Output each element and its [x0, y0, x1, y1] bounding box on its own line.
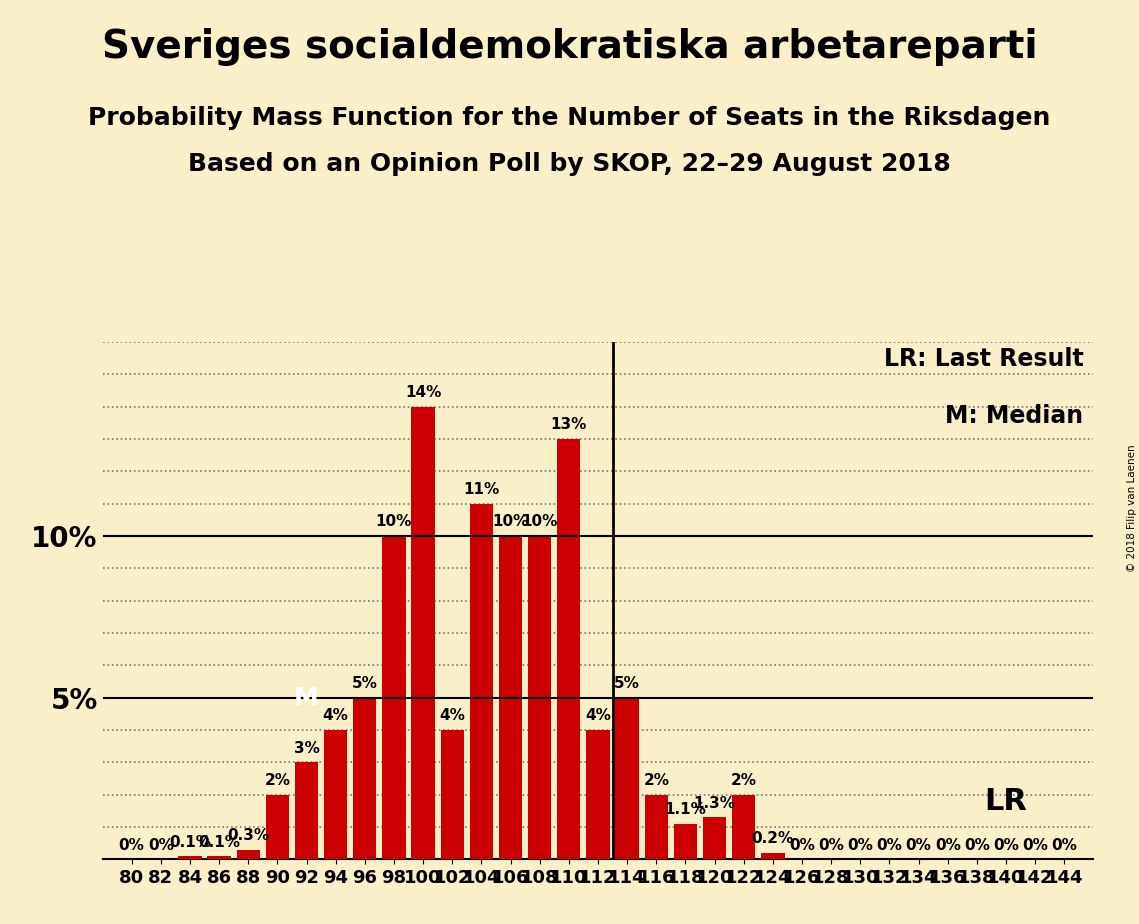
Text: 11%: 11%: [464, 482, 500, 497]
Text: 0%: 0%: [877, 838, 902, 853]
Text: 0%: 0%: [964, 838, 990, 853]
Text: 4%: 4%: [440, 709, 465, 723]
Text: 4%: 4%: [585, 709, 611, 723]
Text: 13%: 13%: [550, 418, 587, 432]
Text: 4%: 4%: [322, 709, 349, 723]
Bar: [295, 762, 318, 859]
Bar: [674, 824, 697, 859]
Text: M: M: [294, 686, 319, 710]
Bar: [469, 504, 493, 859]
Text: 0%: 0%: [906, 838, 932, 853]
Bar: [179, 856, 202, 859]
Text: LR: LR: [984, 786, 1027, 816]
Bar: [411, 407, 435, 859]
Bar: [557, 439, 581, 859]
Text: 2%: 2%: [731, 773, 756, 788]
Text: 2%: 2%: [644, 773, 670, 788]
Text: 14%: 14%: [405, 385, 441, 400]
Bar: [237, 850, 260, 859]
Text: 0%: 0%: [118, 838, 145, 853]
Bar: [441, 730, 464, 859]
Text: 10%: 10%: [492, 515, 528, 529]
Text: Based on an Opinion Poll by SKOP, 22–29 August 2018: Based on an Opinion Poll by SKOP, 22–29 …: [188, 152, 951, 176]
Bar: [499, 536, 522, 859]
Text: 0%: 0%: [148, 838, 174, 853]
Text: Sveriges socialdemokratiska arbetareparti: Sveriges socialdemokratiska arbetarepart…: [101, 28, 1038, 66]
Text: 1.3%: 1.3%: [694, 796, 736, 811]
Text: 0%: 0%: [993, 838, 1019, 853]
Text: 3%: 3%: [294, 741, 319, 756]
Bar: [703, 817, 727, 859]
Text: LR: Last Result: LR: Last Result: [884, 347, 1083, 371]
Text: 0%: 0%: [789, 838, 814, 853]
Text: 5%: 5%: [614, 676, 640, 691]
Text: 1.1%: 1.1%: [664, 802, 706, 817]
Bar: [615, 698, 639, 859]
Bar: [587, 730, 609, 859]
Text: 0.3%: 0.3%: [227, 828, 269, 843]
Text: 0.1%: 0.1%: [169, 834, 211, 850]
Text: 0%: 0%: [1022, 838, 1048, 853]
Bar: [383, 536, 405, 859]
Text: 0%: 0%: [818, 838, 844, 853]
Bar: [761, 853, 785, 859]
Text: 0%: 0%: [847, 838, 874, 853]
Text: M: Median: M: Median: [945, 404, 1083, 428]
Text: 0.2%: 0.2%: [752, 832, 794, 846]
Text: 0%: 0%: [1051, 838, 1077, 853]
Text: 0%: 0%: [935, 838, 960, 853]
Text: 5%: 5%: [352, 676, 378, 691]
Bar: [323, 730, 347, 859]
Text: 10%: 10%: [376, 515, 412, 529]
Text: 2%: 2%: [264, 773, 290, 788]
Bar: [265, 795, 289, 859]
Text: 0.1%: 0.1%: [198, 834, 240, 850]
Bar: [528, 536, 551, 859]
Bar: [645, 795, 667, 859]
Bar: [732, 795, 755, 859]
Text: 10%: 10%: [522, 515, 558, 529]
Text: © 2018 Filip van Laenen: © 2018 Filip van Laenen: [1126, 444, 1137, 572]
Text: Probability Mass Function for the Number of Seats in the Riksdagen: Probability Mass Function for the Number…: [89, 106, 1050, 130]
Bar: [207, 856, 231, 859]
Bar: [353, 698, 377, 859]
